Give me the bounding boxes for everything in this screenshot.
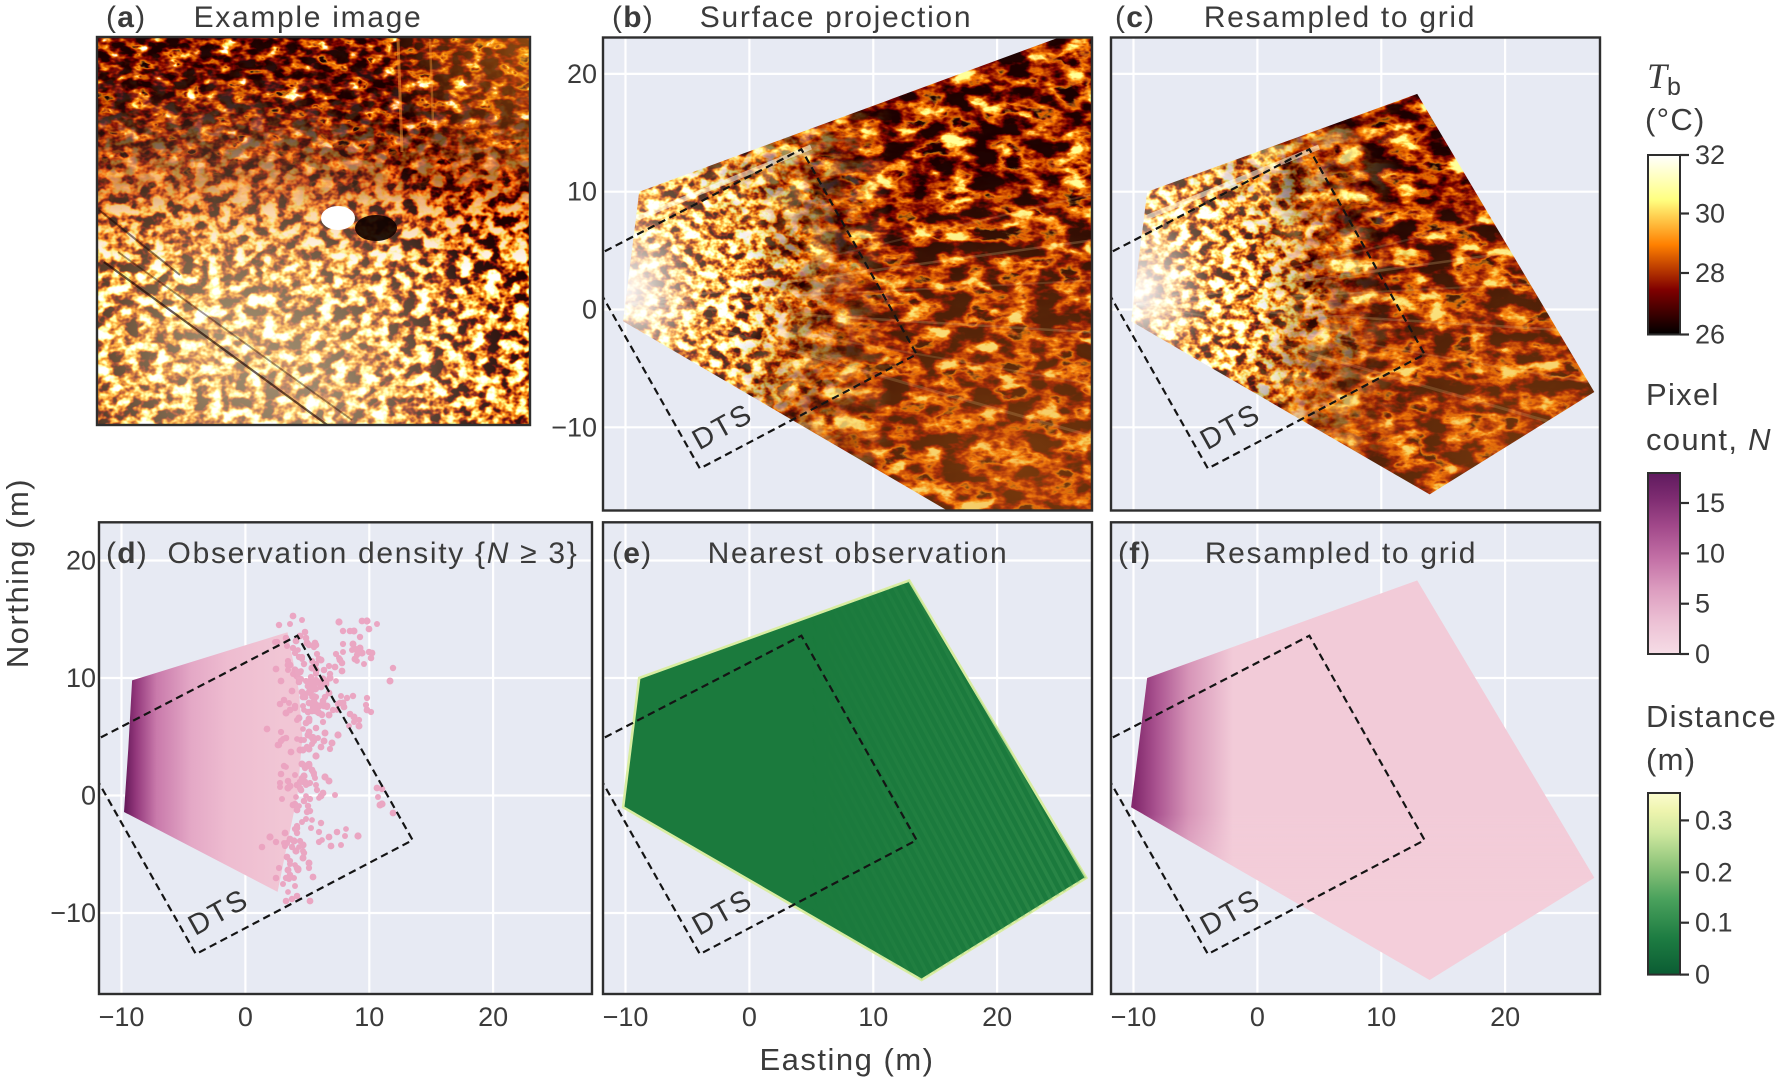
svg-text:0: 0	[582, 295, 597, 325]
svg-text:−10: −10	[99, 1002, 145, 1032]
svg-text:−10: −10	[50, 898, 96, 928]
svg-text:10: 10	[858, 1002, 888, 1032]
svg-text:10: 10	[1695, 538, 1725, 568]
svg-text:10: 10	[567, 177, 597, 207]
svg-text:5: 5	[1695, 589, 1710, 619]
svg-text:0: 0	[1250, 1002, 1265, 1032]
svg-text:0.3: 0.3	[1695, 805, 1733, 835]
svg-text:count, N: count, N	[1646, 422, 1772, 457]
svg-text:(a): (a)	[106, 1, 146, 34]
svg-text:0.1: 0.1	[1695, 908, 1733, 938]
svg-text:Easting (m): Easting (m)	[760, 1042, 935, 1077]
svg-text:Distance: Distance	[1646, 699, 1775, 734]
svg-text:20: 20	[567, 59, 597, 89]
svg-text:0: 0	[1695, 960, 1710, 990]
svg-text:0.2: 0.2	[1695, 857, 1733, 887]
svg-text:20: 20	[982, 1002, 1012, 1032]
svg-text:10: 10	[1366, 1002, 1396, 1032]
svg-text:Pixel: Pixel	[1646, 377, 1720, 412]
svg-text:10: 10	[66, 663, 96, 693]
svg-text:Nearest observation: Nearest observation	[708, 537, 1009, 570]
svg-text:32: 32	[1695, 140, 1725, 170]
svg-text:Resampled to grid: Resampled to grid	[1204, 1, 1476, 34]
svg-text:Observation density {N ≥ 3}: Observation density {N ≥ 3}	[168, 537, 579, 570]
svg-text:(f): (f)	[1118, 537, 1152, 570]
svg-text:(c): (c)	[1115, 1, 1155, 34]
svg-text:(m): (m)	[1646, 742, 1696, 777]
svg-text:(b): (b)	[612, 1, 654, 34]
svg-text:Example image: Example image	[194, 1, 423, 34]
svg-text:20: 20	[66, 546, 96, 576]
svg-text:(°C): (°C)	[1645, 102, 1706, 137]
svg-text:−10: −10	[603, 1002, 649, 1032]
svg-text:0: 0	[81, 781, 96, 811]
svg-text:15: 15	[1695, 488, 1725, 518]
svg-text:(e): (e)	[612, 537, 652, 570]
svg-text:Northing (m): Northing (m)	[0, 478, 35, 668]
svg-text:30: 30	[1695, 199, 1725, 229]
svg-text:10: 10	[354, 1002, 384, 1032]
svg-text:26: 26	[1695, 320, 1725, 350]
svg-text:Tb: Tb	[1647, 56, 1681, 101]
svg-text:28: 28	[1695, 258, 1725, 288]
svg-text:Resampled to grid: Resampled to grid	[1205, 537, 1477, 570]
svg-text:−10: −10	[1111, 1002, 1157, 1032]
svg-text:0: 0	[238, 1002, 253, 1032]
svg-text:0: 0	[1695, 639, 1710, 669]
svg-text:20: 20	[1490, 1002, 1520, 1032]
svg-text:Surface projection: Surface projection	[700, 1, 972, 34]
svg-text:0: 0	[742, 1002, 757, 1032]
svg-text:(d): (d)	[106, 537, 148, 570]
svg-text:−10: −10	[551, 412, 597, 442]
svg-text:20: 20	[478, 1002, 508, 1032]
